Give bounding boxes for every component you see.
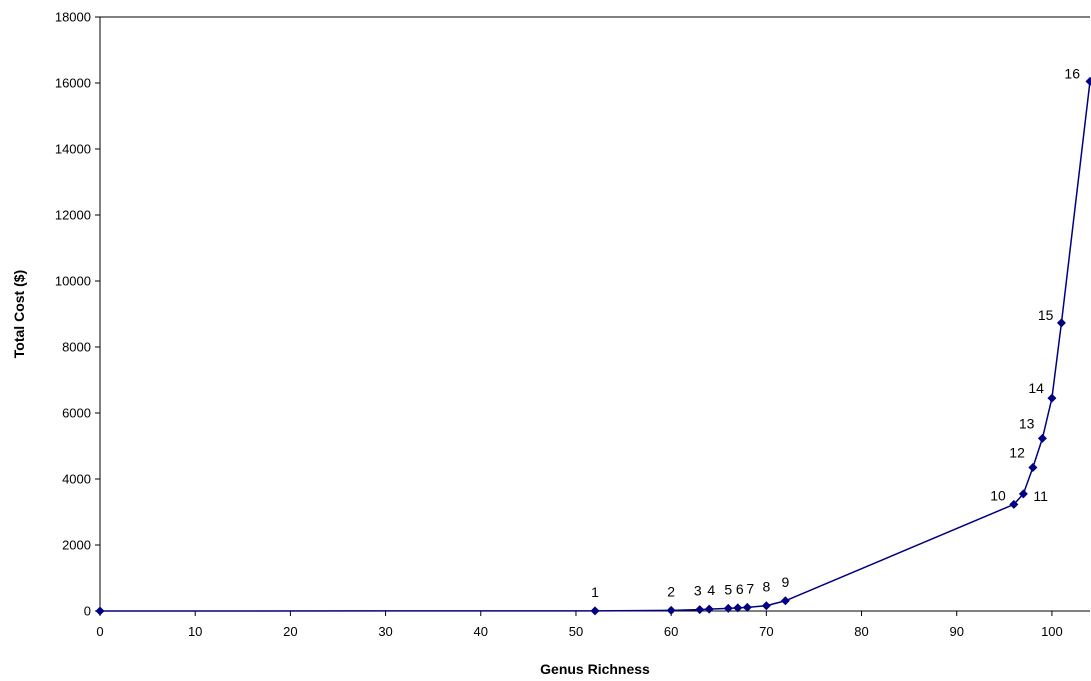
- y-tick-label: 8000: [62, 340, 91, 355]
- x-tick-label: 90: [949, 624, 963, 639]
- x-tick-label: 70: [759, 624, 773, 639]
- data-label: 15: [1038, 307, 1054, 323]
- x-tick-label: 80: [854, 624, 868, 639]
- data-label: 7: [746, 580, 754, 596]
- data-point-marker: [704, 604, 714, 614]
- x-tick-label: 60: [664, 624, 678, 639]
- data-point-marker: [590, 606, 600, 616]
- x-tick-label: 50: [569, 624, 583, 639]
- x-tick-label: 10: [188, 624, 202, 639]
- data-label: 4: [707, 582, 715, 598]
- data-point-marker: [95, 606, 105, 616]
- y-tick-label: 18000: [55, 10, 91, 25]
- data-point-marker: [780, 596, 790, 606]
- y-tick-label: 16000: [55, 76, 91, 91]
- data-point-marker: [695, 605, 705, 615]
- series-line: [99, 81, 1091, 612]
- data-label: 16: [1064, 65, 1080, 81]
- data-point-marker: [1056, 318, 1066, 328]
- y-tick-label: 0: [84, 604, 91, 619]
- data-label: 14: [1028, 380, 1044, 396]
- x-tick-label: 30: [378, 624, 392, 639]
- data-point-marker: [761, 601, 771, 611]
- data-point-marker: [723, 603, 733, 613]
- y-tick-label: 10000: [55, 274, 91, 289]
- y-tick-label: 12000: [55, 208, 91, 223]
- y-tick-label: 14000: [55, 142, 91, 157]
- y-tick-label: 6000: [62, 406, 91, 421]
- data-label: 10: [990, 487, 1006, 503]
- y-axis-ticks: 0 2000 4000 6000 8000 10000 12000 14000 16000 180…: [55, 10, 100, 619]
- data-label: 8: [762, 579, 770, 595]
- data-point-marker: [1037, 433, 1047, 443]
- y-tick-label: 4000: [62, 472, 91, 487]
- y-tick-label: 2000: [62, 538, 91, 553]
- y-axis-title: Total Cost ($): [11, 270, 27, 358]
- data-label: 11: [1033, 488, 1048, 504]
- x-axis-ticks: 0 10 20 30 40 50 60 70 80 90 100: [96, 611, 1063, 639]
- data-markers: [95, 76, 1091, 616]
- data-point-marker: [733, 603, 743, 613]
- x-tick-label: 100: [1041, 624, 1063, 639]
- data-label: 9: [781, 574, 789, 590]
- x-tick-label: 0: [96, 624, 103, 639]
- data-label: 13: [1019, 415, 1035, 431]
- x-tick-label: 20: [283, 624, 297, 639]
- data-point-marker: [1085, 76, 1091, 86]
- data-label: 2: [667, 583, 675, 599]
- data-label: 5: [724, 581, 732, 597]
- x-axis-title: Genus Richness: [540, 661, 650, 677]
- data-label: 12: [1009, 444, 1025, 460]
- data-label: 3: [694, 583, 702, 599]
- data-point-marker: [666, 605, 676, 615]
- data-point-marker: [1018, 489, 1028, 499]
- data-point-marker: [1047, 393, 1057, 403]
- data-label: 6: [736, 581, 744, 597]
- x-tick-label: 40: [474, 624, 488, 639]
- data-label: 1: [591, 584, 599, 600]
- data-point-marker: [742, 602, 752, 612]
- data-point-marker: [1009, 499, 1019, 509]
- data-point-marker: [1028, 462, 1038, 472]
